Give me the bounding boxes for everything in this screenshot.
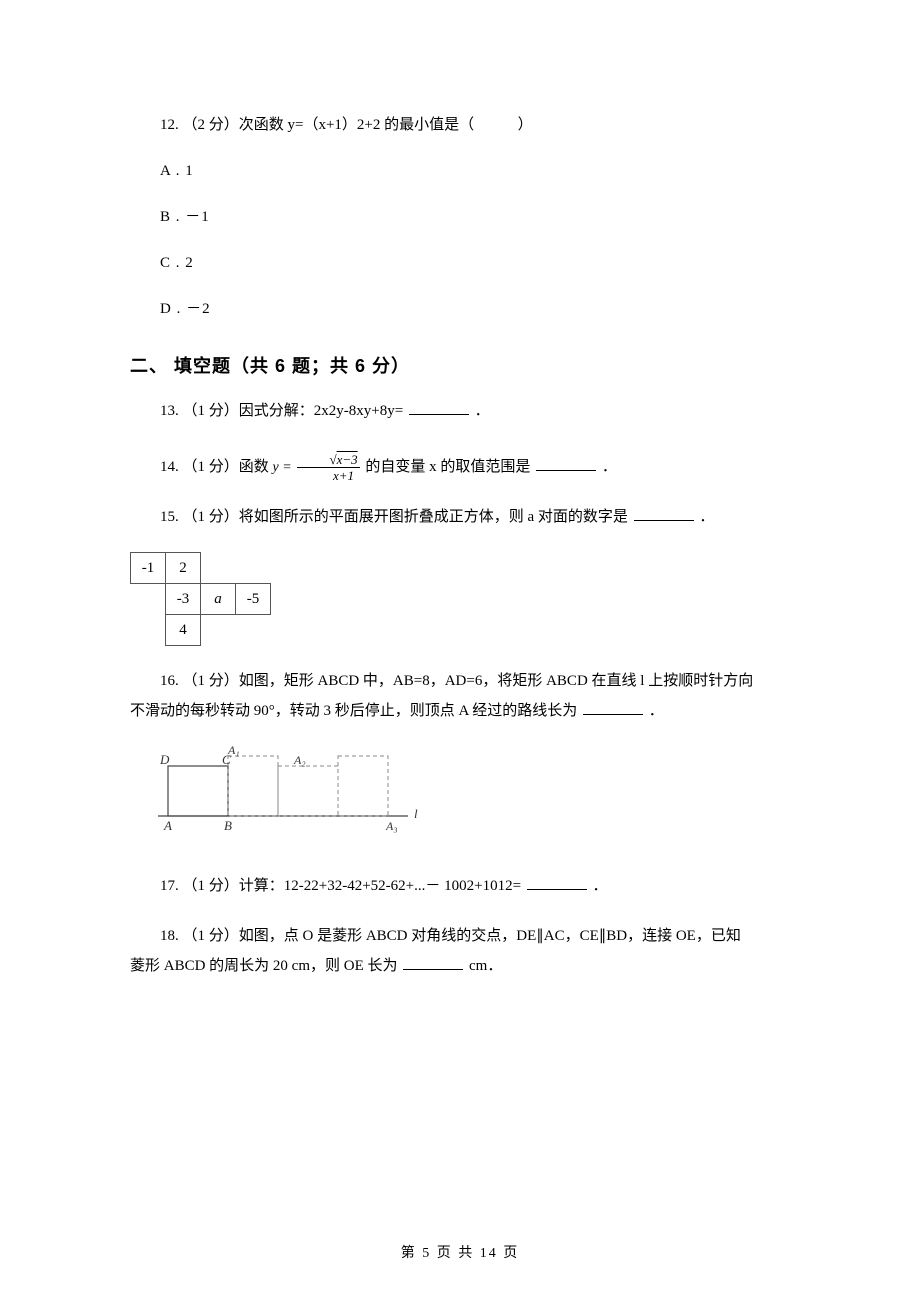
q12-option-d: D . －2	[130, 294, 790, 324]
q16-line2-prefix: 不滑动的每秒转动 90°，转动 3 秒后停止，则顶点 A 经过的路线长为	[130, 703, 577, 719]
q12-stem-suffix: ）	[518, 117, 533, 133]
question-18: 18. （1 分）如图，点 O 是菱形 ABCD 对角线的交点，DE∥AC，CE…	[130, 921, 790, 981]
q15-blank	[634, 506, 694, 521]
q18-line2-suffix: cm．	[469, 958, 502, 974]
q15-suffix: ．	[699, 509, 714, 525]
label-A1: A₁	[227, 746, 240, 757]
question-14: 14. （1 分）函数 y = √x−3 x+1 的自变量 x 的取值范围是 ．	[130, 452, 790, 482]
q16-line2-suffix: ．	[649, 703, 664, 719]
q15-prefix: 15. （1 分）将如图所示的平面展开图折叠成正方体，则 a 对面的数字是	[160, 509, 628, 525]
label-A2: A₂	[293, 753, 306, 767]
net-cell-4: 4	[166, 615, 201, 646]
q13-suffix: ．	[475, 403, 490, 419]
q16-line1: 16. （1 分）如图，矩形 ABCD 中，AB=8，AD=6，将矩形 ABCD…	[130, 666, 790, 696]
label-A3: A₃	[385, 819, 398, 833]
q14-blank	[536, 456, 596, 471]
q16-dashed-group	[228, 756, 388, 816]
q18-line2: 菱形 ABCD 的周长为 20 cm，则 OE 长为 cm．	[130, 951, 790, 981]
q13-blank	[409, 400, 469, 415]
rect-rot2	[278, 766, 338, 816]
q12-stem-prefix: 12. （2 分）次函数 y=（x+1）2+2 的最小值是（	[160, 117, 474, 133]
q12-option-a: A . 1	[130, 156, 790, 186]
q18-line1: 18. （1 分）如图，点 O 是菱形 ABCD 对角线的交点，DE∥AC，CE…	[130, 921, 790, 951]
q14-denominator: x+1	[297, 468, 359, 482]
q14-prefix: 14. （1 分）函数	[160, 459, 273, 475]
q18-line2-prefix: 菱形 ABCD 的周长为 20 cm，则 OE 长为	[130, 958, 398, 974]
section-2-title: 二、 填空题（共 6 题；共 6 分）	[130, 352, 790, 378]
q14-fraction: √x−3 x+1	[297, 453, 359, 482]
q15-net-table: -1 2 -3 a -5 4	[130, 552, 271, 646]
q15-net-figure: -1 2 -3 a -5 4	[130, 552, 790, 646]
label-B: B	[224, 818, 232, 833]
q16-labels: D C A B A₁ A₂ A₃ l	[159, 746, 418, 833]
page-container: 12. （2 分）次函数 y=（x+1）2+2 的最小值是（ ） A . 1 B…	[0, 0, 920, 1302]
q16-blank	[583, 700, 643, 715]
label-D: D	[159, 752, 170, 767]
question-15: 15. （1 分）将如图所示的平面展开图折叠成正方体，则 a 对面的数字是 ．	[130, 502, 790, 532]
q12-option-b: B . －1	[130, 202, 790, 232]
q16-svg: D C A B A₁ A₂ A₃ l	[138, 746, 438, 846]
q13-prefix: 13. （1 分）因式分解：2x2y‐8xy+8y=	[160, 403, 403, 419]
question-17: 17. （1 分）计算：12-22+32-42+52-62+...－ 1002+…	[130, 871, 790, 901]
net-cell-m3: -3	[166, 584, 201, 615]
q12-option-c: C . 2	[130, 248, 790, 278]
q14-numerator: √x−3	[297, 453, 359, 468]
q17-blank	[527, 875, 587, 890]
net-cell-2: 2	[166, 553, 201, 584]
q16-svg-group	[158, 766, 408, 816]
q12-stem: 12. （2 分）次函数 y=（x+1）2+2 的最小值是（ ）	[130, 110, 790, 140]
page-footer: 第 5 页 共 14 页	[0, 1242, 920, 1262]
q14-suffix: ．	[602, 459, 617, 475]
rect-rot3	[338, 756, 388, 816]
q18-blank	[403, 955, 463, 970]
net-cell-m1: -1	[131, 553, 166, 584]
question-12: 12. （2 分）次函数 y=（x+1）2+2 的最小值是（ ） A . 1 B…	[130, 110, 790, 324]
q14-eq-y: y =	[273, 460, 292, 475]
q14-mid: 的自变量 x 的取值范围是	[365, 459, 530, 475]
label-l: l	[414, 806, 418, 821]
q16-line2: 不滑动的每秒转动 90°，转动 3 秒后停止，则顶点 A 经过的路线长为 ．	[130, 696, 790, 726]
question-16: 16. （1 分）如图，矩形 ABCD 中，AB=8，AD=6，将矩形 ABCD…	[130, 666, 790, 726]
q17-prefix: 17. （1 分）计算：12-22+32-42+52-62+...－ 1002+…	[160, 878, 521, 894]
label-A: A	[163, 818, 172, 833]
net-cell-m5: -5	[236, 584, 271, 615]
q16-figure: D C A B A₁ A₂ A₃ l	[138, 746, 790, 851]
q17-suffix: ．	[593, 878, 608, 894]
net-cell-a: a	[201, 584, 236, 615]
question-13: 13. （1 分）因式分解：2x2y‐8xy+8y= ．	[130, 396, 790, 426]
rect-rot1	[228, 756, 278, 816]
rect-abcd	[168, 766, 228, 816]
